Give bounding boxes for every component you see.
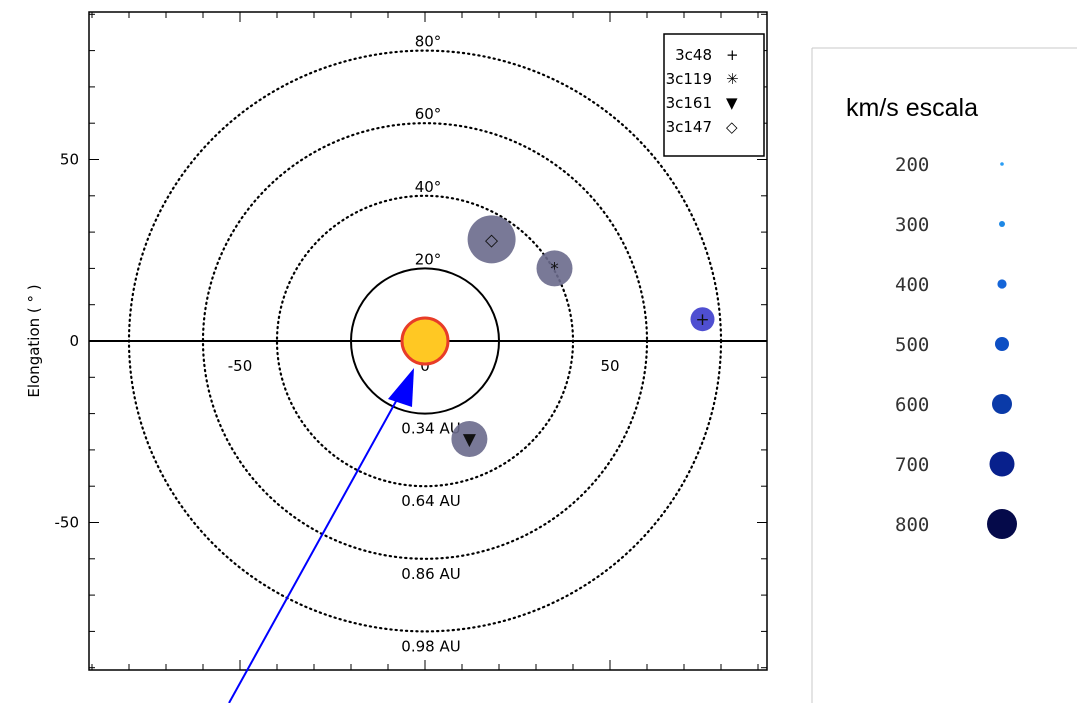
speed-scale-label: 700 (895, 454, 929, 476)
sun-marker (400, 316, 450, 366)
legend: 3c48 +3c119 ✳ 3c161 ▼ 3c147 ◇ (663, 33, 765, 157)
ring-angle-label: 60° (415, 105, 442, 123)
speed-scale-dot (999, 221, 1005, 227)
legend-label: 3c119 (666, 70, 712, 88)
y-tick-label: -50 (55, 514, 80, 532)
speed-scale-label: 200 (895, 154, 929, 176)
ring-angle-label: 80° (415, 33, 442, 51)
ring-distance-label: 0.64 AU (401, 492, 460, 510)
speed-scale-dot (1000, 162, 1004, 166)
ring-distance-label: 0.98 AU (401, 637, 460, 655)
y-tick-label: 0 (69, 332, 79, 350)
legend-label: 3c147 (666, 118, 712, 136)
speed-scale-label: 500 (895, 334, 929, 356)
ring-distance-label: 0.34 AU (401, 420, 460, 438)
source-marker: ◇ (485, 230, 499, 250)
ring-angle-label: 20° (415, 250, 442, 268)
legend-symbol: + (726, 46, 739, 64)
x-tick-label: 0 (420, 357, 430, 375)
speed-scale-dot (997, 279, 1007, 289)
y-tick-label: 50 (60, 151, 79, 169)
speed-scale-label: 600 (895, 394, 929, 416)
source-3c48: + (690, 307, 715, 332)
source-3c161: ▼ (451, 421, 488, 458)
speed-scale-label: 300 (895, 214, 929, 236)
elongation-ring-60 (201, 122, 649, 560)
plot-area: 20° 0.34 AU 40° 0.64 AU 60° 0.86 AU 80° 0.98 AU… (25, 11, 768, 703)
y-axis-label: Elongation ( ° ) (25, 284, 43, 397)
legend-label: 3c48 (675, 46, 712, 64)
legend-symbol: ✳ (726, 70, 739, 88)
source-3c147: ◇ (467, 215, 516, 264)
speed-scale-panel: km/s escala 200 300 400 500 600 700 800 (811, 47, 1077, 703)
x-tick-label: -50 (228, 357, 253, 375)
speed-scale-dot (995, 337, 1009, 351)
speed-scale-dot (987, 509, 1017, 539)
elongation-ring-20 (350, 267, 500, 415)
source-bubble (536, 250, 573, 287)
elongation-ring-40 (275, 194, 575, 488)
source-marker: + (695, 310, 709, 330)
legend-label: 3c161 (666, 94, 712, 112)
speed-scale-title: km/s escala (846, 94, 978, 122)
pointer-arrow-head (388, 368, 414, 407)
pointer-arrow (228, 375, 411, 703)
legend-box (663, 33, 765, 157)
source-bubble (467, 215, 516, 264)
legend-symbol: ◇ (726, 118, 738, 136)
x-tick-label: 50 (600, 357, 619, 375)
source-marker: ▼ (463, 430, 477, 450)
ring-distance-label: 0.86 AU (401, 565, 460, 583)
speed-scale-dot (992, 394, 1012, 414)
source-marker: * (550, 259, 559, 279)
speed-scale-label: 400 (895, 274, 929, 296)
source-bubble (690, 307, 715, 332)
source-3c119: * (536, 250, 573, 287)
speed-scale-label: 800 (895, 514, 929, 536)
legend-symbol: ▼ (726, 94, 738, 112)
elongation-ring-80 (127, 49, 723, 633)
speed-scale-dot (989, 451, 1015, 477)
ring-angle-label: 40° (415, 178, 442, 196)
source-bubble (451, 421, 488, 458)
